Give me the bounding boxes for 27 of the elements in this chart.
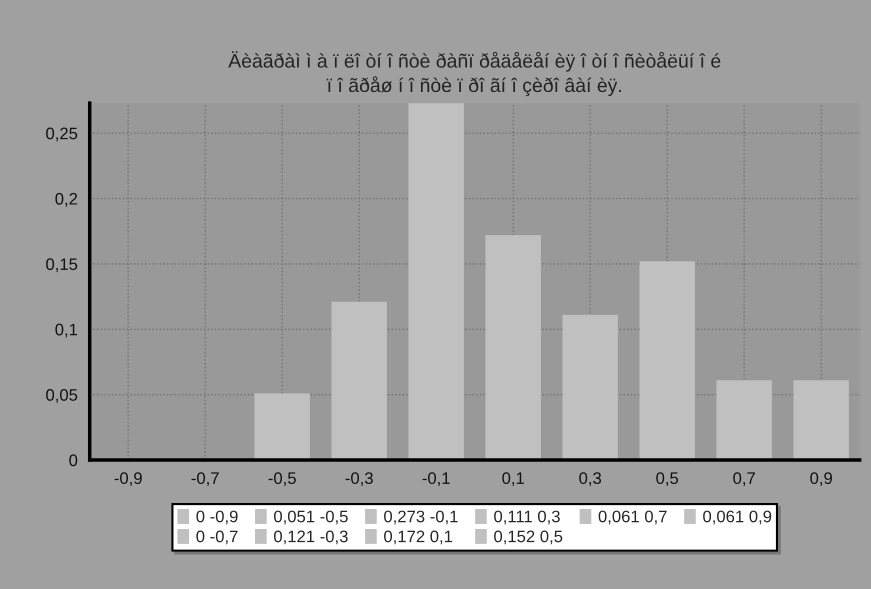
x-tick-label: -0,5 (268, 472, 296, 486)
y-tick-label: 0,2 (55, 192, 78, 207)
legend-label: 0,061 0,9 (703, 510, 772, 524)
legend-label: 0,273 -0,1 (384, 510, 458, 524)
legend-label: 0,172 0,1 (384, 530, 452, 544)
y-tick-label: 0,05 (46, 389, 78, 403)
legend-label: 0 -0,7 (196, 530, 238, 544)
x-tick-label: 0,1 (502, 472, 524, 486)
y-tick-label: 0,25 (46, 128, 78, 142)
chart-title: Äèàãðàì ì à ï ëî òí î ñòè ðàñï ðåäåëåí èÿ î òí î ñèòåëüí î é ï î ãðåø í î ñòè ï ðî ãí î çèðî âàí èÿ. (228, 51, 720, 96)
x-tick-label: -0,1 (422, 472, 450, 486)
x-tick-label: -0,7 (192, 472, 219, 486)
legend-label: 0 -0,9 (196, 510, 238, 524)
y-tick-label: 0,15 (46, 258, 78, 272)
legend-label: 0,152 0,5 (494, 530, 562, 544)
x-tick-label: 0,7 (733, 472, 755, 486)
x-tick-label: -0,3 (346, 472, 373, 486)
y-tick-label: 0,1 (55, 324, 78, 338)
legend-label: 0,121 -0,3 (274, 530, 348, 544)
x-tick-label: 0,3 (579, 472, 602, 486)
legend-label: 0,051 -0,5 (274, 510, 348, 524)
legend-label: 0,061 0,7 (598, 510, 667, 524)
legend-label: 0,111 0,3 (494, 510, 560, 524)
y-tick-label: 0 (69, 454, 78, 466)
x-tick-label: 0,9 (810, 472, 832, 486)
x-tick-label: 0,5 (656, 472, 678, 486)
x-tick-label: -0,9 (114, 472, 142, 486)
